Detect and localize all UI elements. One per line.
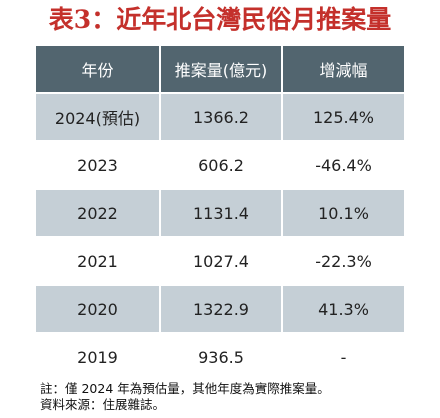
cell-volume: 1027.4 <box>160 237 283 286</box>
cell-volume: 1322.9 <box>160 285 283 334</box>
table-row: 2021 1027.4 -22.3% <box>36 237 404 286</box>
header-volume: 推案量(億元) <box>160 46 283 94</box>
cell-year: 2021 <box>36 237 161 286</box>
footnotes: 註：僅 2024 年為預估量，其他年度為實際推案量。 資料來源：住展雜誌。 <box>40 381 330 413</box>
presale-volume-table: 年份 推案量(億元) 增減幅 2024(預估) 1366.2 125.4% 20… <box>36 46 404 382</box>
header-change: 增減幅 <box>282 46 404 94</box>
cell-year: 2023 <box>36 141 161 190</box>
table-row: 2024(預估) 1366.2 125.4% <box>36 93 404 142</box>
cell-change: -46.4% <box>282 141 404 190</box>
data-table-container: 年份 推案量(億元) 增減幅 2024(預估) 1366.2 125.4% 20… <box>36 46 404 382</box>
table-title: 表3：近年北台灣民俗月推案量 <box>48 5 392 34</box>
cell-change: 10.1% <box>282 189 404 238</box>
cell-volume: 1131.4 <box>160 189 283 238</box>
table-row: 2019 936.5 - <box>36 333 404 382</box>
cell-year: 2022 <box>36 189 161 238</box>
footnote-note: 註：僅 2024 年為預估量，其他年度為實際推案量。 <box>40 381 330 396</box>
cell-volume: 936.5 <box>160 333 283 382</box>
footnote-source: 資料來源：住展雜誌。 <box>40 397 166 412</box>
cell-year: 2019 <box>36 333 161 382</box>
table-row: 2020 1322.9 41.3% <box>36 285 404 334</box>
cell-change: - <box>282 333 404 382</box>
cell-change: 125.4% <box>282 93 404 142</box>
table-row: 2022 1131.4 10.1% <box>36 189 404 238</box>
cell-year: 2020 <box>36 285 161 334</box>
header-row: 年份 推案量(億元) 增減幅 <box>36 46 404 94</box>
header-year: 年份 <box>36 46 161 94</box>
cell-change: 41.3% <box>282 285 404 334</box>
cell-change: -22.3% <box>282 237 404 286</box>
cell-volume: 1366.2 <box>160 93 283 142</box>
table-row: 2023 606.2 -46.4% <box>36 141 404 190</box>
cell-year: 2024(預估) <box>36 93 161 142</box>
cell-volume: 606.2 <box>160 141 283 190</box>
